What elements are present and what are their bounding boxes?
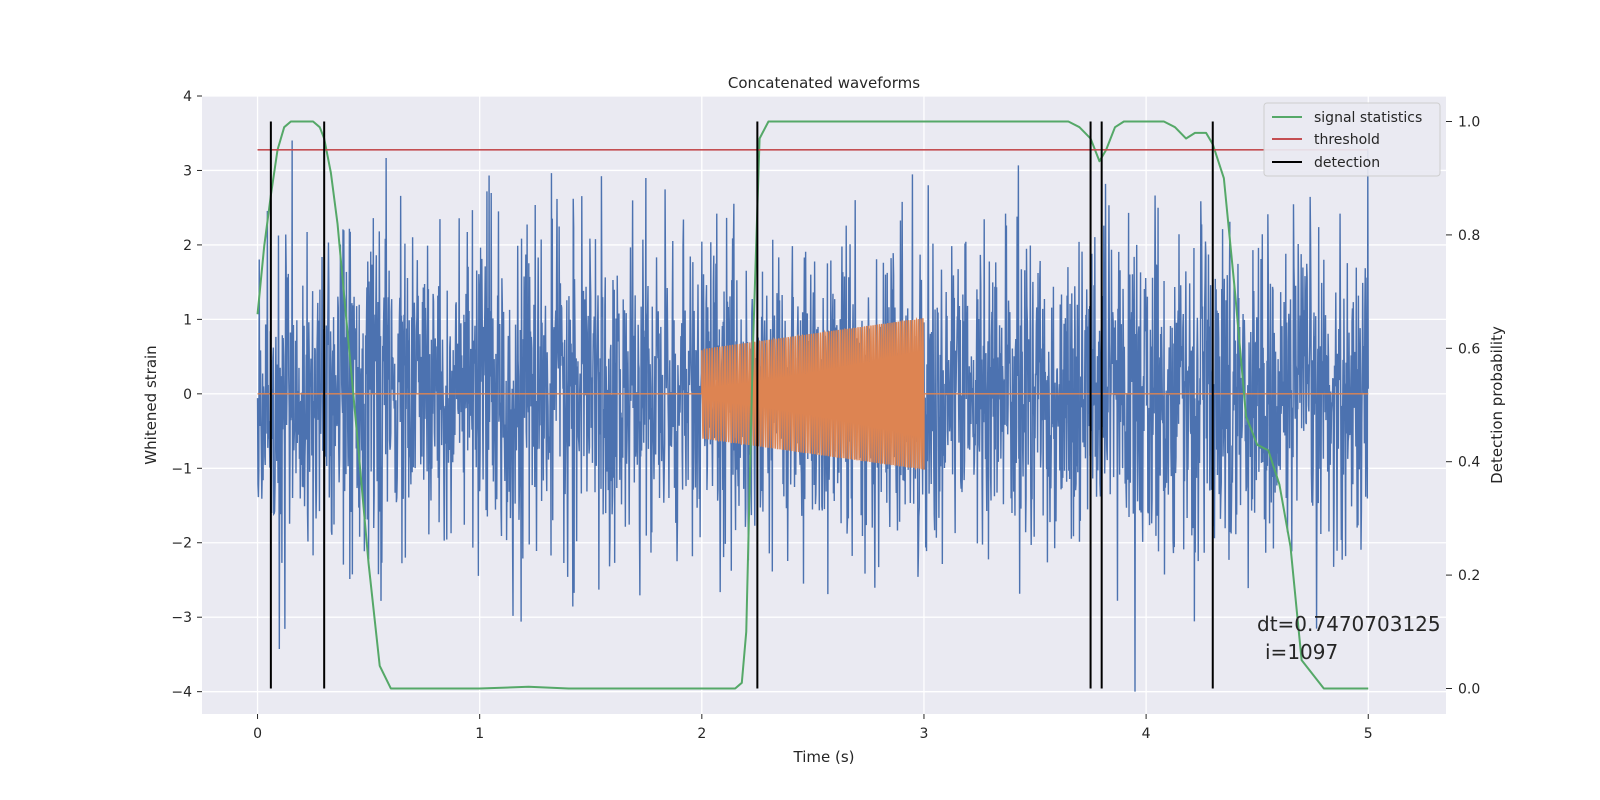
- y2-tick-label: 0.2: [1458, 568, 1480, 584]
- y-axis-ticks: 4 3 2 1 0 −1 −2 −3 −4: [171, 89, 202, 701]
- x-tick-label: 2: [697, 726, 706, 742]
- y-tick-label: 3: [183, 163, 192, 179]
- legend: signal statistics threshold detection: [1263, 102, 1441, 177]
- y2-tick-label: 0.8: [1458, 228, 1480, 244]
- y2-tick-label: 1.0: [1458, 115, 1480, 131]
- injected-waveform-trace: [257, 316, 1369, 471]
- y-tick-label: −2: [171, 536, 192, 552]
- y-tick-label: 2: [183, 238, 192, 254]
- x-axis-label: Time (s): [793, 748, 855, 766]
- x-tick-label: 4: [1142, 726, 1151, 742]
- x-tick-label: 5: [1364, 726, 1373, 742]
- y-tick-label: −3: [171, 610, 192, 626]
- strain-trace: [256, 140, 1369, 692]
- statistics-series: [256, 120, 1369, 690]
- x-tick-label: 1: [475, 726, 484, 742]
- y-tick-label: 0: [183, 387, 192, 403]
- annotation-dt: dt=0.7470703125: [1257, 612, 1441, 636]
- y2-tick-label: 0.6: [1458, 341, 1480, 357]
- injected-waveform-series: [257, 316, 1369, 471]
- annotation-i: i=1097: [1265, 640, 1338, 664]
- legend-label-threshold: threshold: [1314, 132, 1380, 148]
- y2-axis-ticks: 1.0 0.8 0.6 0.4 0.2 0.0: [1446, 115, 1480, 697]
- y2-tick-label: 0.4: [1458, 455, 1480, 471]
- strain-series: [256, 140, 1369, 692]
- x-tick-label: 0: [253, 726, 262, 742]
- y-tick-label: 4: [183, 89, 192, 105]
- y-tick-label: −4: [171, 685, 192, 701]
- y2-tick-label: 0.0: [1458, 681, 1480, 697]
- chart-title: Concatenated waveforms: [728, 74, 920, 92]
- legend-label-detection: detection: [1314, 155, 1380, 171]
- legend-box: [1263, 102, 1441, 177]
- x-axis-ticks: 0 1 2 3 4 5: [253, 714, 1373, 742]
- y-axis-label: Whitened strain: [142, 345, 160, 464]
- y-tick-label: −1: [171, 461, 192, 477]
- x-tick-label: 3: [920, 726, 929, 742]
- legend-label-signal-statistics: signal statistics: [1314, 110, 1422, 126]
- y2-axis-label: Detection probability: [1488, 326, 1506, 484]
- y-tick-label: 1: [183, 312, 192, 328]
